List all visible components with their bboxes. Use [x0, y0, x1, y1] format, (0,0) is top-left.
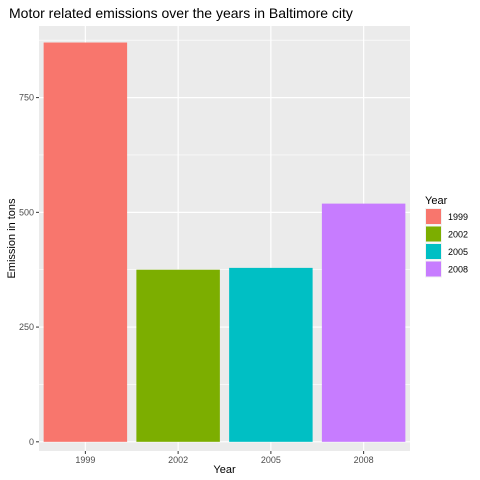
legend-title: Year [425, 195, 448, 207]
bars [43, 42, 406, 442]
legend-swatch-2008 [426, 261, 441, 277]
legend-label: 2002 [448, 230, 468, 240]
x-axis-title: Year [213, 464, 236, 476]
legend-swatch-2005 [426, 244, 441, 259]
bar-2002 [136, 269, 220, 442]
x-tick-label: 2005 [261, 455, 281, 465]
y-axis-title: Emission in tons [6, 198, 18, 279]
legend-label: 2005 [448, 247, 468, 257]
x-tick-label: 2002 [168, 455, 188, 465]
bar-2008 [321, 203, 406, 442]
y-tick-label: 250 [19, 322, 34, 332]
x-tick-label: 1999 [75, 455, 95, 465]
legend: Year 1999 2002 2005 2008 [425, 195, 468, 278]
y-axis: 0 250 500 750 [19, 93, 39, 447]
x-axis: 1999 2002 2005 2008 [75, 451, 374, 465]
y-tick-label: 750 [19, 93, 34, 103]
legend-label: 1999 [448, 212, 468, 222]
legend-swatch-2002 [426, 226, 441, 242]
x-tick-label: 2008 [354, 455, 374, 465]
y-tick-label: 500 [19, 207, 34, 217]
bar-2005 [229, 267, 313, 442]
y-tick-label: 0 [29, 437, 34, 447]
chart-title: Motor related emissions over the years i… [9, 5, 353, 21]
legend-label: 2008 [448, 265, 468, 275]
bar-1999 [43, 42, 128, 442]
legend-swatch-1999 [426, 209, 441, 224]
